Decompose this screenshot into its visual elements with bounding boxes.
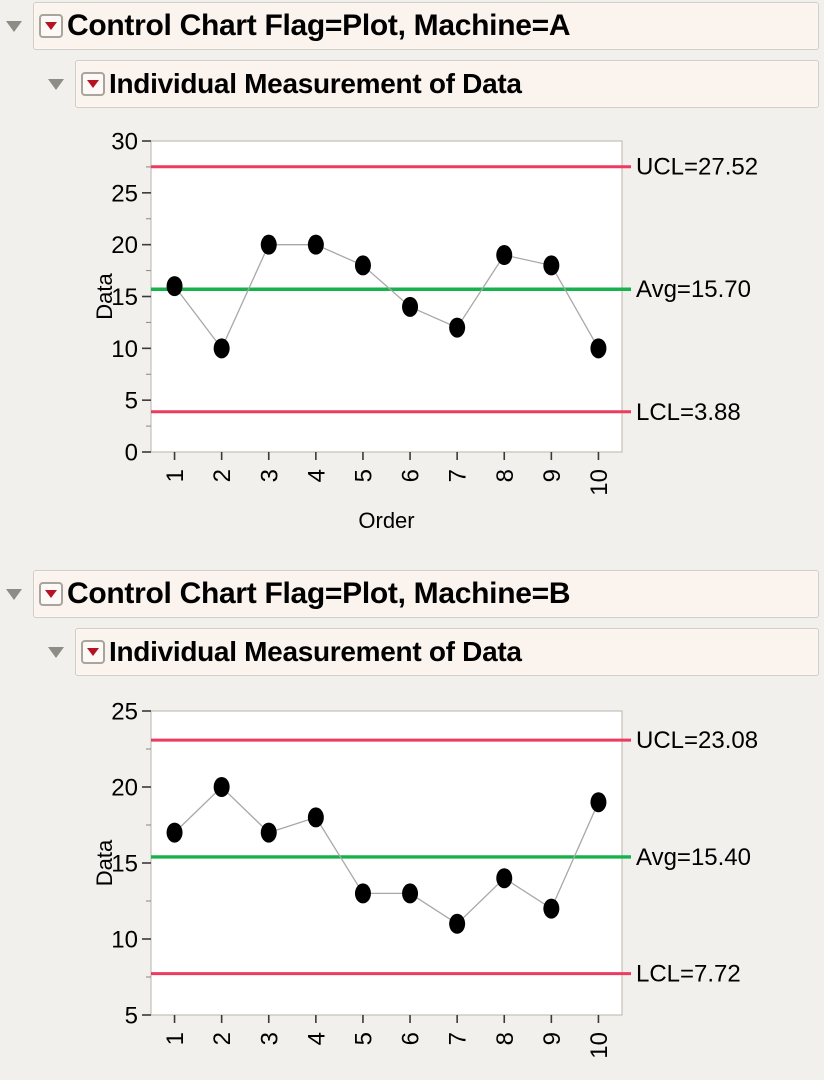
data-point-5[interactable]: [354, 883, 371, 904]
y-tick-label: 5: [125, 1003, 138, 1030]
x-axis-title: Order: [358, 508, 414, 533]
x-tick-label: 4: [303, 1032, 330, 1045]
outline-node-machine-a: Control Chart Flag=Plot, Machine=A: [6, 2, 819, 50]
data-point-1[interactable]: [166, 276, 183, 297]
data-point-9[interactable]: [543, 255, 560, 276]
y-tick-label: 25: [111, 699, 138, 726]
x-tick-label: 10: [586, 469, 613, 496]
red-triangle-menu-icon[interactable]: [81, 72, 105, 96]
outline-node-individual-measurement-b: Individual Measurement of Data: [48, 628, 819, 676]
x-tick-label: 6: [398, 1032, 425, 1045]
x-tick-label: 1: [162, 469, 189, 482]
x-tick-label: 2: [209, 469, 236, 482]
data-point-10[interactable]: [590, 338, 607, 359]
data-point-8[interactable]: [496, 245, 513, 266]
data-point-5[interactable]: [354, 255, 371, 276]
red-triangle-glyph: [87, 648, 99, 656]
x-tick-label: 3: [256, 469, 283, 482]
data-point-6[interactable]: [402, 296, 419, 317]
x-tick-label: 7: [445, 1032, 472, 1045]
data-point-2[interactable]: [213, 338, 230, 359]
lcl-label: LCL=7.72: [636, 961, 741, 988]
x-tick-label: 7: [445, 469, 472, 482]
x-tick-label: 8: [492, 1032, 519, 1045]
x-tick-label: 2: [209, 1032, 236, 1045]
ucl-label: UCL=23.08: [636, 727, 758, 754]
outline-title: Control Chart Flag=Plot, Machine=B: [67, 577, 571, 610]
plot-area: [150, 710, 623, 1016]
red-triangle-menu-icon[interactable]: [39, 14, 63, 38]
data-point-4[interactable]: [307, 807, 324, 828]
x-tick-label: 5: [350, 469, 377, 482]
outline-header-individual-measurement-b: Individual Measurement of Data: [75, 628, 819, 676]
outline-header-machine-a: Control Chart Flag=Plot, Machine=A: [33, 2, 819, 50]
plot-area: [150, 140, 623, 453]
y-tick-label: 15: [111, 851, 138, 878]
data-point-7[interactable]: [449, 913, 466, 934]
data-point-6[interactable]: [402, 883, 419, 904]
y-tick-label: 5: [125, 388, 138, 415]
outline-title: Individual Measurement of Data: [109, 636, 522, 667]
data-point-8[interactable]: [496, 868, 513, 889]
y-axis-title: Data: [92, 839, 117, 886]
x-tick-label: 5: [350, 1032, 377, 1045]
x-tick-label: 1: [162, 1032, 189, 1045]
y-tick-label: 0: [125, 440, 138, 467]
data-point-10[interactable]: [590, 792, 607, 813]
control-chart-machine-b: 5 10 15 20 25 1 2 3 4 5 6 7 8 9 10 UCL=23.08 Avg=15.40 LC…: [92, 699, 758, 1059]
y-tick-label: 10: [111, 336, 138, 363]
x-tick-label: 3: [256, 1032, 283, 1045]
x-tick-label: 10: [586, 1032, 613, 1059]
x-tick-label: 9: [539, 469, 566, 482]
data-point-1[interactable]: [166, 822, 183, 843]
y-tick-label: 30: [111, 129, 138, 156]
avg-label: Avg=15.70: [636, 276, 751, 303]
avg-label: Avg=15.40: [636, 844, 751, 871]
data-point-3[interactable]: [260, 822, 277, 843]
disclosure-triangle-icon[interactable]: [6, 589, 22, 600]
y-tick-label: 25: [111, 180, 138, 207]
data-point-9[interactable]: [543, 898, 560, 919]
control-chart-machine-a: 0 5 10 15 20 25 30 1 2 3 4 5 6 7 8 9 10 UCL=27.52 Avg=15.7…: [92, 129, 758, 534]
red-triangle-glyph: [45, 590, 57, 598]
y-tick-label: 20: [111, 775, 138, 802]
lcl-label: LCL=3.88: [636, 399, 741, 426]
x-tick-label: 8: [492, 469, 519, 482]
ucl-label: UCL=27.52: [636, 154, 758, 181]
y-tick-label: 10: [111, 927, 138, 954]
red-triangle-glyph: [87, 80, 99, 88]
connector-line: [174, 786, 600, 925]
data-point-3[interactable]: [260, 234, 277, 255]
outline-title: Control Chart Flag=Plot, Machine=A: [67, 9, 571, 42]
red-triangle-menu-icon[interactable]: [81, 640, 105, 664]
outline-title: Individual Measurement of Data: [109, 68, 522, 99]
connector-line: [174, 244, 600, 350]
y-axis-title: Data: [92, 273, 117, 320]
red-triangle-glyph: [45, 22, 57, 30]
outline-node-machine-b: Control Chart Flag=Plot, Machine=B: [6, 570, 819, 618]
outline-header-individual-measurement-a: Individual Measurement of Data: [75, 60, 819, 108]
y-tick-label: 20: [111, 232, 138, 259]
red-triangle-menu-icon[interactable]: [39, 582, 63, 606]
disclosure-triangle-icon[interactable]: [48, 79, 64, 90]
x-tick-label: 9: [539, 1032, 566, 1045]
data-point-7[interactable]: [449, 317, 466, 338]
disclosure-triangle-icon[interactable]: [48, 647, 64, 658]
outline-header-machine-b: Control Chart Flag=Plot, Machine=B: [33, 570, 819, 618]
outline-node-individual-measurement-a: Individual Measurement of Data: [48, 60, 819, 108]
disclosure-triangle-icon[interactable]: [6, 21, 22, 32]
data-point-2[interactable]: [213, 777, 230, 797]
data-point-4[interactable]: [307, 234, 324, 255]
x-tick-label: 6: [398, 469, 425, 482]
x-tick-label: 4: [303, 469, 330, 482]
y-tick-label: 15: [111, 284, 138, 311]
